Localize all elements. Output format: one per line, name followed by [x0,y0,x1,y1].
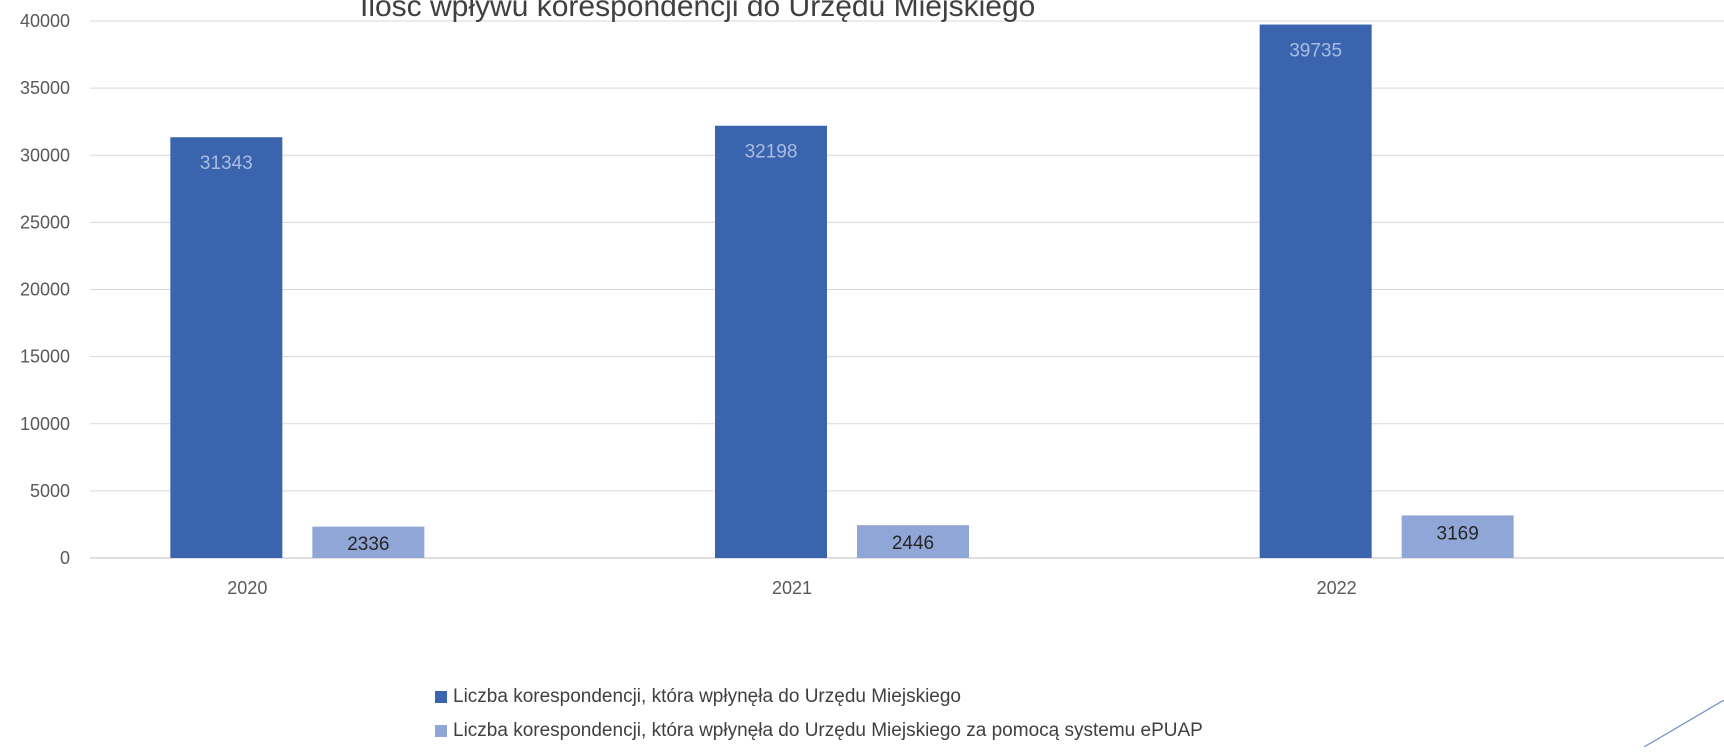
data-label: 39735 [1289,41,1342,62]
chart-legend: Liczba korespondencji, która wpłynęła do… [435,680,1203,748]
data-label: 2336 [347,534,389,555]
bar [857,525,969,558]
y-tick-label: 35000 [20,78,70,98]
legend-item-series-1: Liczba korespondencji, która wpłynęła do… [435,680,1203,714]
y-tick-label: 15000 [20,347,70,367]
x-tick-label: 2022 [1317,578,1357,598]
data-label: 3169 [1437,523,1479,544]
data-label: 31343 [200,153,253,174]
legend-swatch-series-2 [435,725,447,737]
data-label: 2446 [892,533,934,554]
x-tick-label: 2021 [772,578,812,598]
legend-swatch-series-1 [435,691,447,703]
x-tick-label: 2020 [227,578,267,598]
y-tick-label: 20000 [20,280,70,300]
chart-title: Ilość wpływu korespondencji do Urzędu Mi… [360,0,1036,23]
y-tick-label: 25000 [20,212,70,232]
legend-label-series-2: Liczba korespondencji, która wpłynęła do… [453,720,1203,741]
y-tick-label: 0 [60,548,70,568]
y-tick-label: 10000 [20,414,70,434]
decorative-diagonal-line [1644,700,1724,747]
data-label: 32198 [745,142,798,163]
y-tick-label: 30000 [20,145,70,165]
bar [170,137,283,559]
y-tick-label: 5000 [30,481,70,501]
y-tick-label: 40000 [20,11,70,31]
bar [312,526,425,558]
legend-item-series-2: Liczba korespondencji, która wpłynęła do… [435,714,1203,748]
bar [1401,515,1514,558]
bar [1259,24,1372,559]
legend-label-series-1: Liczba korespondencji, która wpłynęła do… [453,686,961,707]
bar [715,125,827,558]
